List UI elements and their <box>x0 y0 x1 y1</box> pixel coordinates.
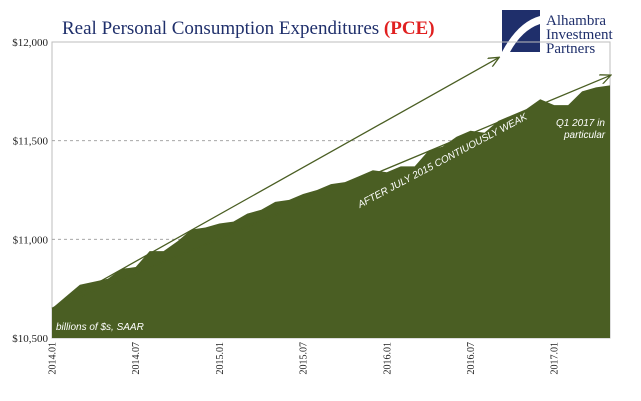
trend-arrow-2 <box>51 76 610 309</box>
x-tick-label: 2015.01 <box>215 342 226 375</box>
logo-swoosh-icon <box>502 16 540 52</box>
y-tick-label: $12,000 <box>12 37 48 49</box>
trendlines <box>51 58 610 309</box>
trend-arrow-1 <box>51 58 498 309</box>
logo-line-3: Partners <box>546 41 595 57</box>
x-tick-label: 2017.01 <box>550 342 561 375</box>
x-tick-label: 2014.07 <box>131 342 142 375</box>
y-tick-label: $11,000 <box>13 234 49 246</box>
alhambra-logo: Alhambra Investment Partners <box>502 10 613 57</box>
logo-line-1: Alhambra <box>546 13 606 29</box>
q1-annotation-line-1: Q1 2017 in <box>556 118 605 129</box>
x-axis-ticks: 2014.01 2014.07 2015.01 2015.07 2016.01 2016.… <box>48 342 561 375</box>
y-axis-ticks: $10,500 $11,000 $11,500 $12,000 <box>12 37 48 345</box>
pce-area-series <box>52 85 610 338</box>
chart-title: Real Personal Consumption Expenditures (… <box>62 18 435 39</box>
x-tick-label: 2015.07 <box>299 342 310 375</box>
y-tick-label: $11,500 <box>13 136 49 148</box>
y-tick-label: $10,500 <box>12 333 48 345</box>
x-tick-label: 2016.01 <box>382 342 393 375</box>
q1-annotation-line-2: particular <box>563 130 606 141</box>
units-annotation: billions of $s, SAAR <box>56 322 144 333</box>
logo-line-2: Investment <box>546 27 613 43</box>
x-tick-label: 2016.07 <box>466 342 477 375</box>
x-tick-label: 2014.01 <box>48 342 59 375</box>
